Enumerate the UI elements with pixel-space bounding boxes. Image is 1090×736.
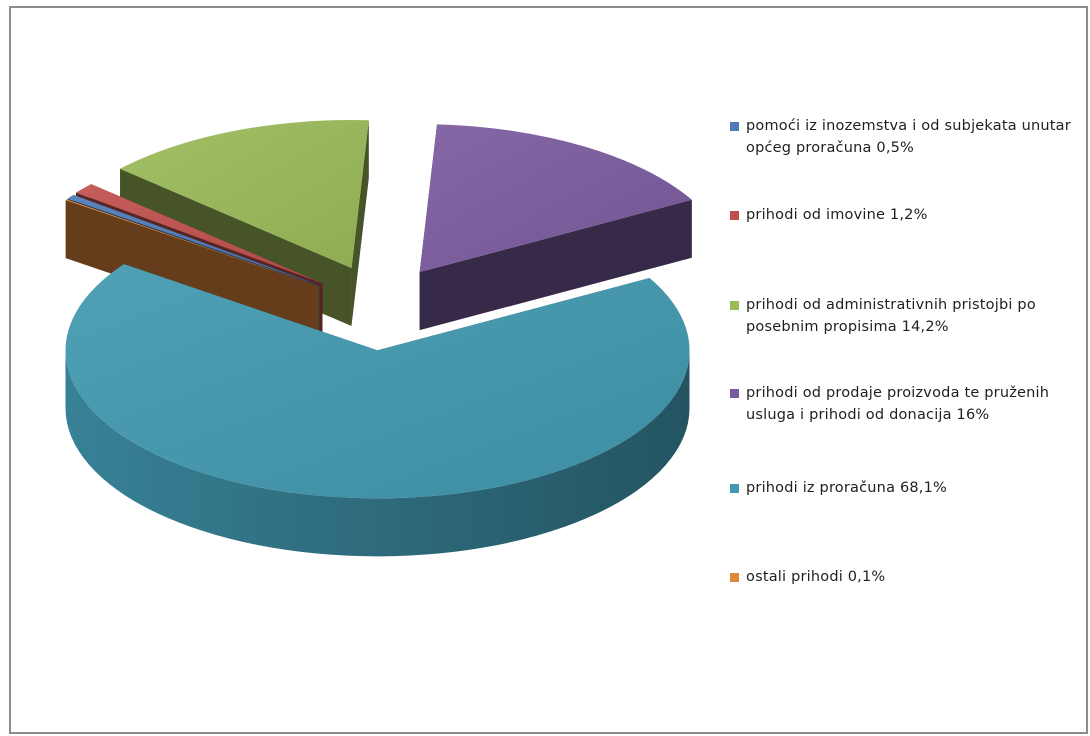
pie-slice-3 bbox=[419, 124, 692, 331]
legend-label-pomoci: pomoći iz inozemstva i od subjekata unut… bbox=[746, 118, 1071, 156]
legend-label-imovine: prihodi od imovine 1,2% bbox=[746, 207, 928, 223]
legend-swatch-prodaje bbox=[730, 389, 739, 398]
legend-label-proracuna: prihodi iz proračuna 68,1% bbox=[746, 480, 948, 496]
legend-swatch-pristojbi bbox=[730, 301, 739, 310]
legend-swatch-proracuna bbox=[730, 484, 739, 493]
legend-label-pristojbi: prihodi od administrativnih pristojbi po… bbox=[746, 297, 1036, 335]
legend-swatch-ostali bbox=[730, 573, 739, 582]
pie-slice-4 bbox=[65, 264, 690, 557]
pie-slice-5 bbox=[65, 199, 320, 345]
legend-label-ostali: ostali prihodi 0,1% bbox=[746, 569, 886, 585]
legend-swatch-imovine bbox=[730, 211, 739, 220]
legend-swatch-pomoci bbox=[730, 122, 739, 131]
legend-label-prodaje: prihodi od prodaje proizvoda te pruženih… bbox=[746, 385, 1050, 423]
